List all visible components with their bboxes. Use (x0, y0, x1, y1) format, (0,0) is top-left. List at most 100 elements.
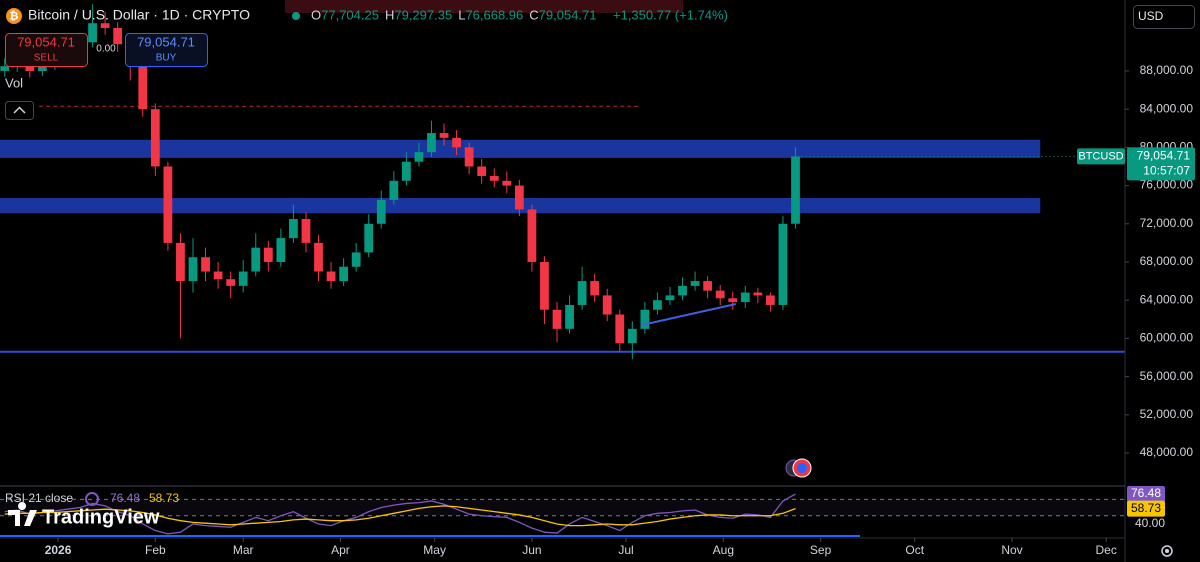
rsi-line (4, 493, 796, 535)
symbol-tag-label: BTCUSD (1078, 150, 1123, 162)
y-tick-label: 52,000.00 (1140, 407, 1194, 421)
candle-body (514, 185, 524, 210)
header-highlight (285, 0, 683, 13)
buy-button[interactable] (125, 33, 208, 67)
collapse-button[interactable] (5, 101, 34, 120)
rsi-value: 76.48 (110, 491, 140, 505)
rsi-pane (0, 493, 1125, 535)
rsi-line (4, 505, 796, 527)
ohlc-value: 79,054.71 (539, 7, 597, 22)
candle-body (351, 252, 361, 267)
buy-price: 79,054.71 (137, 34, 195, 49)
ohlc-key: H (385, 7, 394, 22)
candle-body (301, 219, 311, 243)
x-tick-label: Dec (1095, 543, 1116, 557)
symbol-title: Bitcoin / U.S. Dollar · 1D · CRYPTO (28, 7, 250, 23)
ohlc-key: C (529, 7, 538, 22)
ohlc-value: 79,297.35 (394, 7, 452, 22)
y-tick-label: 48,000.00 (1140, 445, 1194, 459)
candle-body (401, 161, 411, 181)
candle-body (213, 271, 223, 280)
candle-body (188, 257, 198, 282)
sell-price: 79,054.71 (17, 34, 75, 49)
y-tick-label: 68,000.00 (1140, 254, 1194, 268)
x-tick-label: Feb (145, 543, 166, 557)
candle-body (289, 219, 298, 239)
rsi-band (0, 499, 1125, 516)
y-tick-label: 72,000.00 (1140, 216, 1194, 230)
candle-body (678, 285, 687, 296)
candle-body (665, 295, 675, 301)
rsi-tag (1127, 500, 1165, 517)
candle-body (640, 309, 650, 329)
rsi-ma-value: 58.73 (149, 491, 179, 505)
candle-body (464, 147, 474, 167)
collapse-icon (13, 106, 26, 114)
candle-body (740, 292, 750, 303)
x-tick-label: Jul (618, 543, 633, 557)
ohlc-key: O (311, 7, 321, 22)
candle-body (414, 152, 424, 162)
rsi-title: RSI 21 close (5, 491, 73, 505)
volume-label: Vol (5, 75, 23, 90)
zone (0, 139, 1041, 158)
candle-body (502, 180, 512, 186)
y-tick-label: 64,000.00 (1140, 292, 1194, 306)
candle-body (653, 300, 662, 310)
candle-body (452, 137, 461, 148)
candle-body (37, 64, 47, 71)
candle-body (326, 271, 336, 282)
price-tag (1127, 147, 1195, 181)
candle-body (176, 242, 185, 282)
ohlc-value: 77,704.25 (321, 7, 379, 22)
logo-text: TradingView (42, 506, 160, 528)
candle-body (577, 281, 587, 305)
candle-body (339, 266, 349, 282)
y-tick-label: 76,000.00 (1140, 178, 1194, 192)
candle-body (226, 279, 236, 286)
candle-body (690, 281, 700, 286)
candle-body (389, 180, 399, 200)
candle-body (791, 156, 800, 224)
rsi-tag-label: 76.48 (1131, 486, 1161, 500)
sell-button[interactable] (5, 33, 88, 67)
logo-mark (8, 502, 37, 526)
x-tick-label: Nov (1001, 543, 1022, 557)
candle-body (728, 298, 738, 303)
ohlc-legend: O 77,704.25 H 79,297.35 L 76,668.96 C 79,054.71 (311, 7, 597, 22)
x-tick-label: Jun (522, 543, 541, 557)
ohlc-key: L (458, 7, 465, 22)
candle-body (778, 223, 788, 305)
y-tick-label: 88,000.00 (1140, 63, 1194, 77)
price-tag-label: 79,054.71 (1137, 149, 1191, 163)
candle-body (703, 281, 713, 291)
candle-body (276, 238, 286, 262)
candle-body (163, 166, 173, 243)
candle-body (489, 176, 499, 181)
currency: USD (1138, 9, 1164, 23)
symbol-tag (1077, 148, 1125, 165)
candle-body (263, 247, 273, 262)
x-tick-label: Aug (713, 543, 734, 557)
trend-line (641, 303, 737, 326)
currency-select[interactable] (1133, 5, 1195, 29)
candle-body (590, 281, 600, 296)
candle-body (314, 242, 323, 272)
candle-body (251, 247, 261, 272)
rsi-icon (85, 492, 99, 506)
candle-body (364, 223, 374, 253)
candle-body (376, 199, 386, 224)
candle-body (0, 66, 10, 71)
change: +1,350.77 (+1.74%) (613, 7, 728, 22)
y-tick-label: 60,000.00 (1140, 331, 1194, 345)
settings-icon (1165, 549, 1169, 553)
sell-label: SELL (34, 53, 59, 64)
candle-body (615, 314, 625, 344)
x-tick-label: Sep (810, 543, 832, 557)
settings-button[interactable] (1161, 545, 1173, 557)
candle-body (540, 261, 549, 310)
x-tick-label: May (423, 543, 446, 557)
market-status (292, 12, 300, 20)
candle-body (427, 133, 436, 153)
